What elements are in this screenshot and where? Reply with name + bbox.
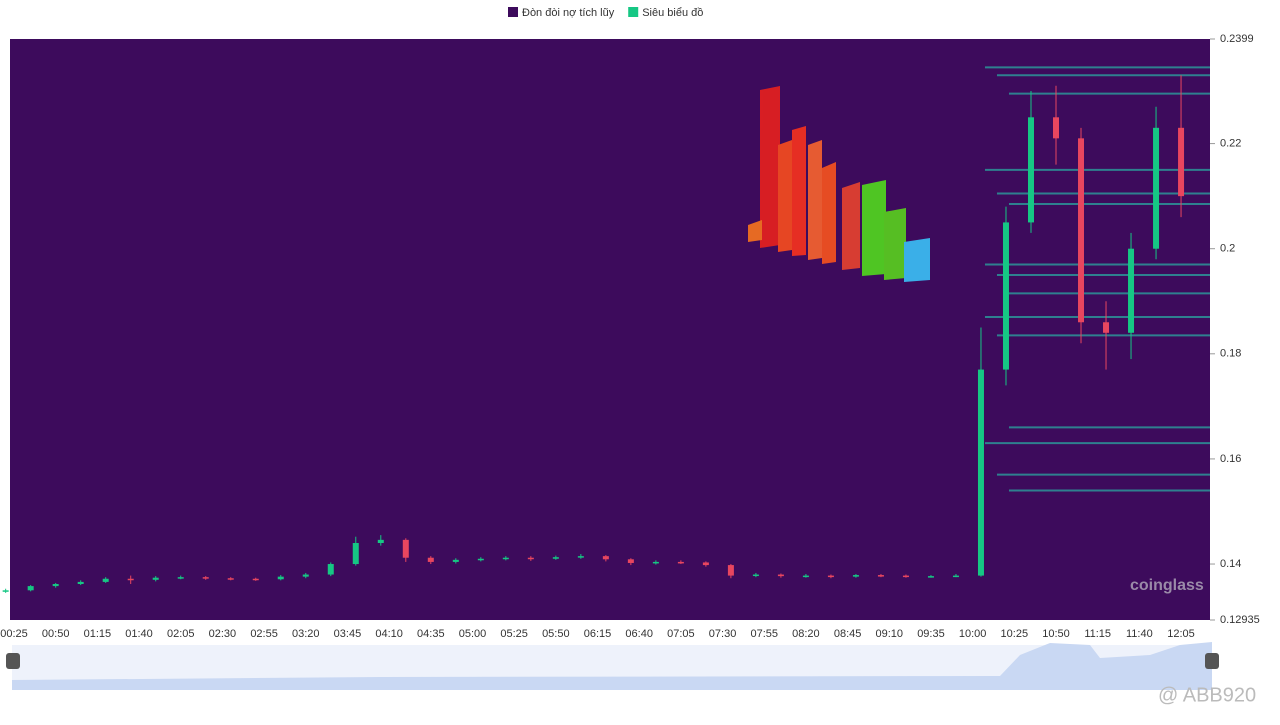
y-tick-label: 0.2399	[1220, 33, 1254, 45]
candle-body	[627, 559, 634, 563]
x-tick-label: 03:20	[292, 628, 320, 640]
legend-swatch	[628, 7, 639, 17]
candle-body	[802, 575, 809, 578]
y-tick-label: 0.2	[1220, 243, 1235, 255]
candle-body	[102, 578, 109, 582]
candle-body	[552, 557, 559, 559]
candle-body	[827, 575, 834, 578]
candle-body	[427, 557, 434, 562]
x-tick-label: 01:15	[84, 628, 112, 640]
candle-body	[202, 577, 209, 579]
candle-body	[702, 562, 709, 566]
candle-body	[952, 575, 959, 578]
x-tick-label: 10:50	[1042, 628, 1070, 640]
candle-body	[1153, 127, 1160, 249]
x-tick-label: 04:10	[375, 628, 403, 640]
candle-body	[977, 369, 984, 576]
candle-body	[602, 556, 609, 560]
x-tick-label: 08:45	[834, 628, 862, 640]
candle-body	[1078, 138, 1085, 323]
x-tick-label: 05:25	[500, 628, 528, 640]
x-tick-label: 11:40	[1126, 628, 1153, 640]
x-tick-label: 09:35	[917, 628, 945, 640]
x-tick-label: 02:30	[209, 628, 237, 640]
credit: @ ABB920	[1158, 684, 1256, 706]
plot-background	[10, 39, 1210, 620]
x-tick-label: 08:20	[792, 628, 820, 640]
candle-body	[252, 578, 259, 581]
candle-body	[852, 575, 859, 577]
x-tick-label: 00:50	[42, 628, 70, 640]
x-tick-label: 02:05	[167, 628, 195, 640]
legend-swatch	[508, 7, 518, 17]
x-tick-label: 12:05	[1167, 628, 1195, 640]
x-tick-label: 03:45	[334, 628, 362, 640]
x-tick-label: 09:10	[876, 628, 904, 640]
y-tick-label: 0.22	[1220, 137, 1241, 149]
x-tick-label: 05:50	[542, 628, 570, 640]
x-tick-label: 04:35	[417, 628, 445, 640]
candle-body	[1053, 117, 1059, 139]
navigator	[6, 642, 1219, 690]
candle-body	[377, 539, 384, 544]
x-tick-label: 07:55	[750, 628, 778, 640]
candle-body	[902, 575, 909, 578]
y-tick-label: 0.18	[1220, 348, 1241, 360]
candle-body	[177, 577, 184, 579]
candle-body	[327, 564, 334, 575]
candle-body	[1128, 248, 1135, 333]
candle-body	[652, 561, 659, 564]
x-tick-label: 05:00	[459, 628, 487, 640]
candle-body	[302, 574, 309, 577]
candle-body	[127, 578, 134, 581]
candle-body	[27, 586, 34, 591]
x-tick-label: 06:40	[625, 628, 653, 640]
candle-body	[352, 543, 359, 565]
x-tick-label: 06:15	[584, 628, 612, 640]
candle-body	[77, 581, 84, 584]
candle-body	[1002, 222, 1009, 370]
y-tick-label: 0.16	[1220, 453, 1241, 465]
candle-body	[527, 557, 534, 560]
x-tick-label: 02:55	[250, 628, 278, 640]
candle-body	[677, 561, 684, 564]
y-tick-label: 0.14	[1220, 558, 1241, 570]
candle-body	[877, 575, 884, 577]
candle-body	[227, 578, 234, 580]
x-tick-label: 10:25	[1001, 628, 1029, 640]
candle-body	[452, 559, 459, 562]
y-tick-label: 0.12935	[1220, 614, 1260, 626]
x-tick-label: 07:30	[709, 628, 737, 640]
legend-label: Đòn đòi nợ tích lũy	[522, 7, 615, 19]
watermark: coinglass	[1130, 577, 1204, 594]
candle-body	[277, 576, 284, 580]
candle-body	[577, 556, 584, 558]
chart-icon	[748, 86, 930, 282]
candle-body	[927, 576, 934, 578]
candle-body	[752, 574, 759, 577]
candle-body	[1027, 117, 1034, 223]
candle-body	[727, 565, 734, 576]
candle-body	[1178, 127, 1185, 197]
candle-body	[502, 557, 509, 560]
legend-label: Siêu biểu đồ	[642, 7, 703, 19]
x-tick-label: 10:00	[959, 628, 987, 640]
candle-body	[2, 590, 9, 592]
candle-body	[477, 558, 484, 561]
candle-body	[52, 583, 59, 587]
x-tick-label: 00:25	[0, 628, 28, 640]
x-tick-label: 07:05	[667, 628, 695, 640]
x-tick-label: 11:15	[1084, 628, 1111, 640]
candle-body	[402, 539, 409, 558]
candle-body	[777, 574, 784, 577]
candle-body	[1103, 322, 1110, 333]
x-tick-label: 01:40	[125, 628, 153, 640]
candle-body	[152, 577, 159, 580]
